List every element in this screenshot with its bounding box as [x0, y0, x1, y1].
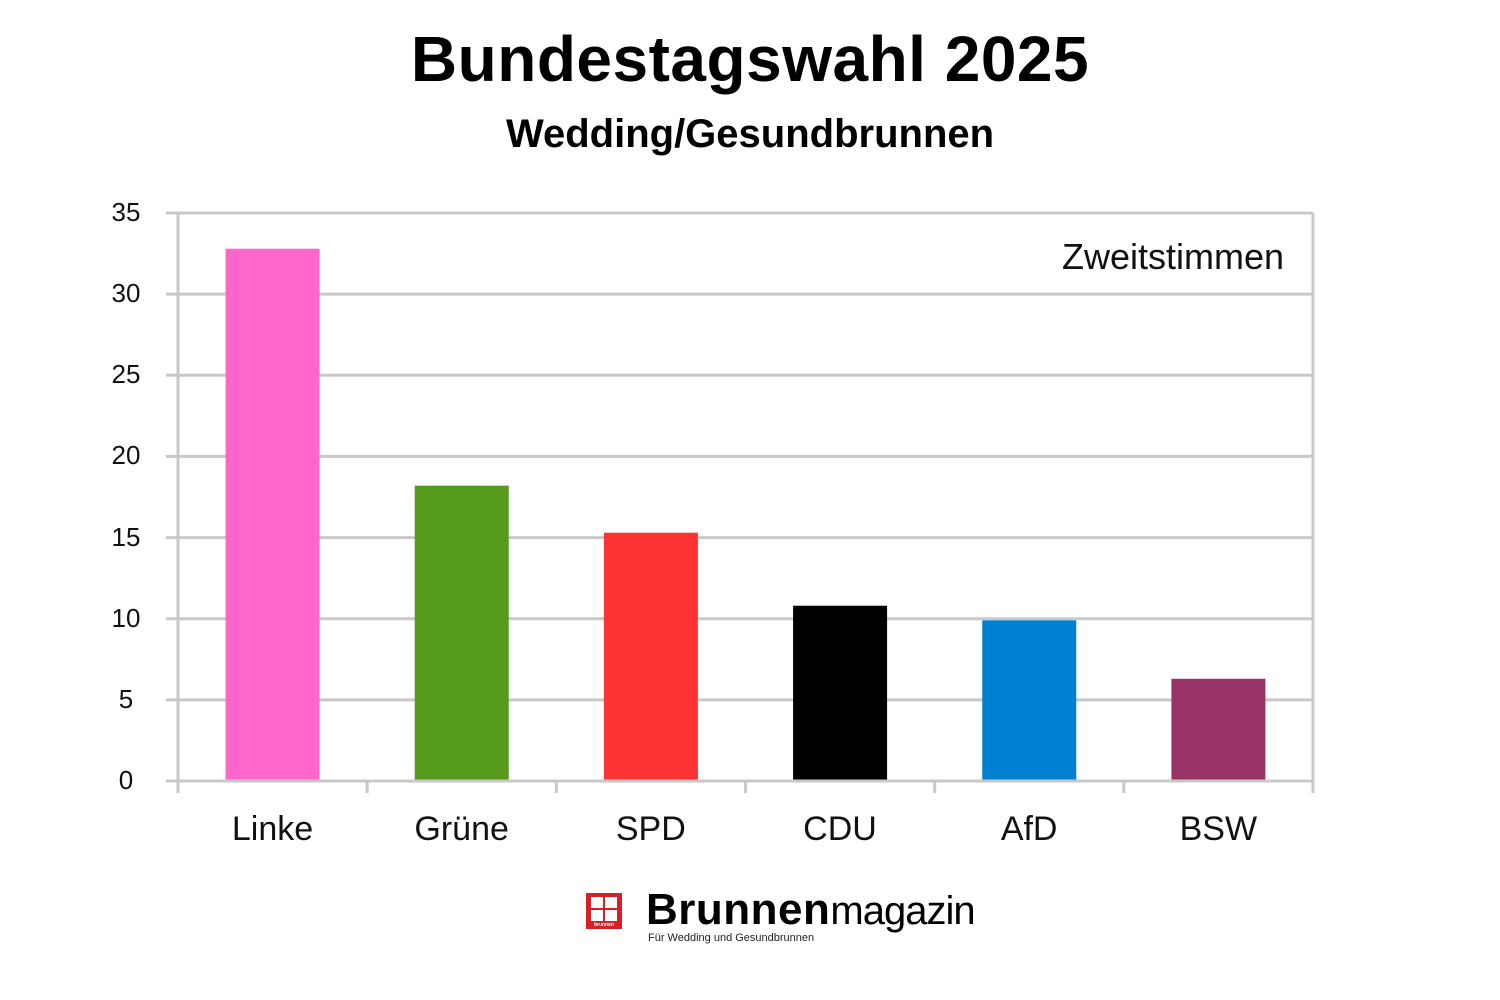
logo-tagline: Für Wedding und Gesundbrunnen [648, 932, 815, 944]
y-tick-label: 30 [111, 278, 141, 309]
bar-linke [225, 248, 320, 780]
bar-grüne [414, 485, 509, 780]
x-tick-label: BSW [1179, 810, 1258, 848]
chart-title: Bundestagswahl 2025 [410, 23, 1090, 95]
x-tick-label: Grüne [414, 810, 509, 848]
x-tick-label: AfD [1000, 810, 1058, 848]
window-logo-icon: brunnen [586, 893, 622, 929]
chart-subtitle: Wedding/Gesundbrunnen [505, 112, 995, 156]
y-tick-label: 5 [118, 683, 134, 714]
bar-cdu [793, 605, 888, 780]
logo-wordmark: Brunnenmagazin [646, 885, 976, 934]
y-tick-label: 0 [118, 765, 134, 795]
brunnenmagazin-logo: brunnen Brunnenmagazin Für Wedding und G… [586, 885, 976, 948]
bar-bsw [1171, 678, 1266, 780]
bar-afd [982, 620, 1077, 780]
bar-spd [603, 532, 698, 780]
y-tick-label: 20 [111, 440, 141, 471]
y-tick-label: 25 [111, 359, 141, 390]
x-tick-label: Linke [231, 810, 314, 848]
x-tick-label: CDU [803, 810, 877, 848]
y-tick-label: 15 [111, 521, 141, 552]
chart-annotation: Zweitstimmen [1061, 236, 1284, 277]
y-tick-label: 10 [111, 602, 141, 633]
y-tick-label: 35 [111, 197, 141, 227]
x-tick-label: SPD [615, 810, 686, 848]
